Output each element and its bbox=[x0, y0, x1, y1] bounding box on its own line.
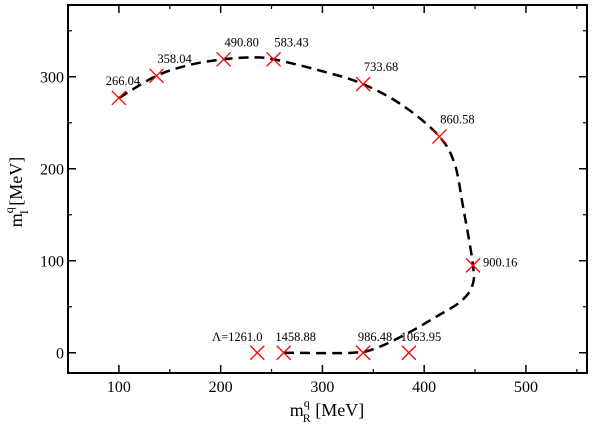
data-point-marker bbox=[465, 257, 481, 273]
ticks: 100 200 300 400 500 0 100 200 300 bbox=[40, 5, 587, 396]
y-tick-label: 100 bbox=[40, 253, 64, 270]
x-tick-label: 200 bbox=[209, 379, 233, 396]
data-point-marker bbox=[355, 76, 371, 92]
data-point-marker bbox=[276, 345, 292, 361]
markers bbox=[111, 51, 481, 361]
data-point-marker bbox=[401, 345, 417, 361]
y-tick-label: 200 bbox=[40, 161, 64, 178]
dashed-curve bbox=[118, 56, 476, 355]
data-point-label: 733.68 bbox=[364, 60, 398, 74]
data-point-marker bbox=[216, 51, 232, 67]
data-point-marker bbox=[149, 68, 164, 84]
x-axis-label-unit: [MeV] bbox=[311, 400, 364, 420]
data-point-label: 1458.88 bbox=[275, 330, 316, 344]
y-tick-label: 0 bbox=[56, 345, 64, 362]
x-tick-label: 100 bbox=[107, 379, 131, 396]
data-point-marker bbox=[355, 345, 371, 361]
x-tick-label: 400 bbox=[412, 379, 436, 396]
y-axis-label-sub: I bbox=[17, 210, 31, 214]
data-point-label: 986.48 bbox=[358, 330, 392, 344]
x-axis-label-main: m bbox=[290, 400, 304, 420]
data-point-label: 860.58 bbox=[440, 113, 474, 127]
y-axis-label-main: m bbox=[6, 213, 26, 227]
data-point-label: 1063.95 bbox=[401, 330, 442, 344]
data-point-label: 490.80 bbox=[225, 35, 259, 49]
data-point-marker bbox=[266, 51, 282, 67]
data-point-label: 900.16 bbox=[483, 255, 517, 269]
data-point-label: 358.04 bbox=[157, 52, 192, 66]
data-point-label: 266.04 bbox=[106, 74, 141, 88]
x-axis-label-sub: R bbox=[303, 411, 311, 425]
y-axis-label: mqI [MeV] bbox=[2, 157, 31, 228]
data-point-label: 583.43 bbox=[274, 35, 308, 49]
y-axis-label-unit: [MeV] bbox=[6, 157, 26, 210]
x-tick-label: 500 bbox=[514, 379, 538, 396]
y-axis-label-sup: q bbox=[2, 207, 16, 213]
x-axis-label-sup: q bbox=[304, 396, 310, 410]
data-point-marker bbox=[111, 90, 127, 106]
data-point-marker bbox=[431, 129, 447, 145]
plot-frame bbox=[67, 4, 588, 374]
y-tick-label: 300 bbox=[40, 69, 64, 86]
x-tick-label: 300 bbox=[310, 379, 334, 396]
x-axis-label: mq R [MeV] bbox=[290, 396, 365, 425]
data-point-marker bbox=[249, 345, 265, 361]
data-point-label: Λ=1261.0 bbox=[212, 330, 263, 344]
point-labels: 266.04 358.04 490.80 583.43 733.68 860.58 900.… bbox=[106, 35, 518, 343]
